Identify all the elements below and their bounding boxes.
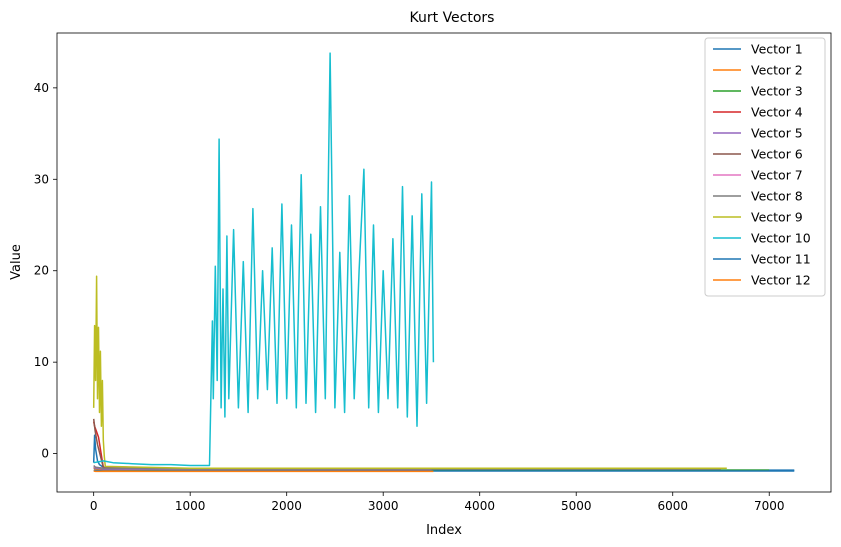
legend-entry-12: Vector 12 xyxy=(751,273,811,288)
x-tick-label: 4000 xyxy=(464,499,495,513)
legend-box xyxy=(704,37,826,297)
x-tick-label: 6000 xyxy=(657,499,688,513)
legend-entry-2: Vector 2 xyxy=(751,63,803,78)
y-axis-label: Value xyxy=(9,244,24,280)
legend: Vector 1 Vector 2 Vector 3 Vector 4 Vector 5… xyxy=(704,37,826,297)
plot-frame xyxy=(56,32,832,493)
y-tick-label: 0 xyxy=(41,447,49,461)
legend-entry-8: Vector 8 xyxy=(751,189,803,204)
legend-entry-4: Vector 4 xyxy=(751,105,803,120)
x-axis-label: Index xyxy=(426,523,462,538)
x-tick-label: 2000 xyxy=(271,499,302,513)
series-line-10 xyxy=(93,52,435,467)
chart-title: Kurt Vectors xyxy=(410,10,495,26)
legend-entry-5: Vector 5 xyxy=(751,126,803,141)
legend-entry-1: Vector 1 xyxy=(751,42,803,57)
legend-entry-6: Vector 6 xyxy=(751,147,803,162)
legend-entry-10: Vector 10 xyxy=(751,231,811,246)
y-tick-label: 20 xyxy=(34,264,49,278)
legend-entry-11: Vector 11 xyxy=(751,252,811,267)
legend-entry-7: Vector 7 xyxy=(751,168,803,183)
x-tick-label: 7000 xyxy=(754,499,785,513)
x-tick-label: 0 xyxy=(90,499,98,513)
x-tick-label: 3000 xyxy=(368,499,399,513)
plot-area xyxy=(56,32,832,493)
x-tick-label: 5000 xyxy=(561,499,592,513)
y-tick-label: 10 xyxy=(34,355,49,369)
series-line-9 xyxy=(92,275,727,469)
y-tick-label: 40 xyxy=(34,81,49,95)
x-tick-label: 1000 xyxy=(175,499,206,513)
series-line-8 xyxy=(93,464,721,470)
y-axis: 0 10 20 30 40 xyxy=(34,81,57,461)
series-layer xyxy=(92,52,795,473)
legend-entry-3: Vector 3 xyxy=(751,84,803,99)
legend-entry-9: Vector 9 xyxy=(751,210,803,225)
y-tick-label: 30 xyxy=(34,172,49,186)
x-axis: 0 1000 2000 3000 4000 5000 6000 7000 xyxy=(90,492,785,513)
